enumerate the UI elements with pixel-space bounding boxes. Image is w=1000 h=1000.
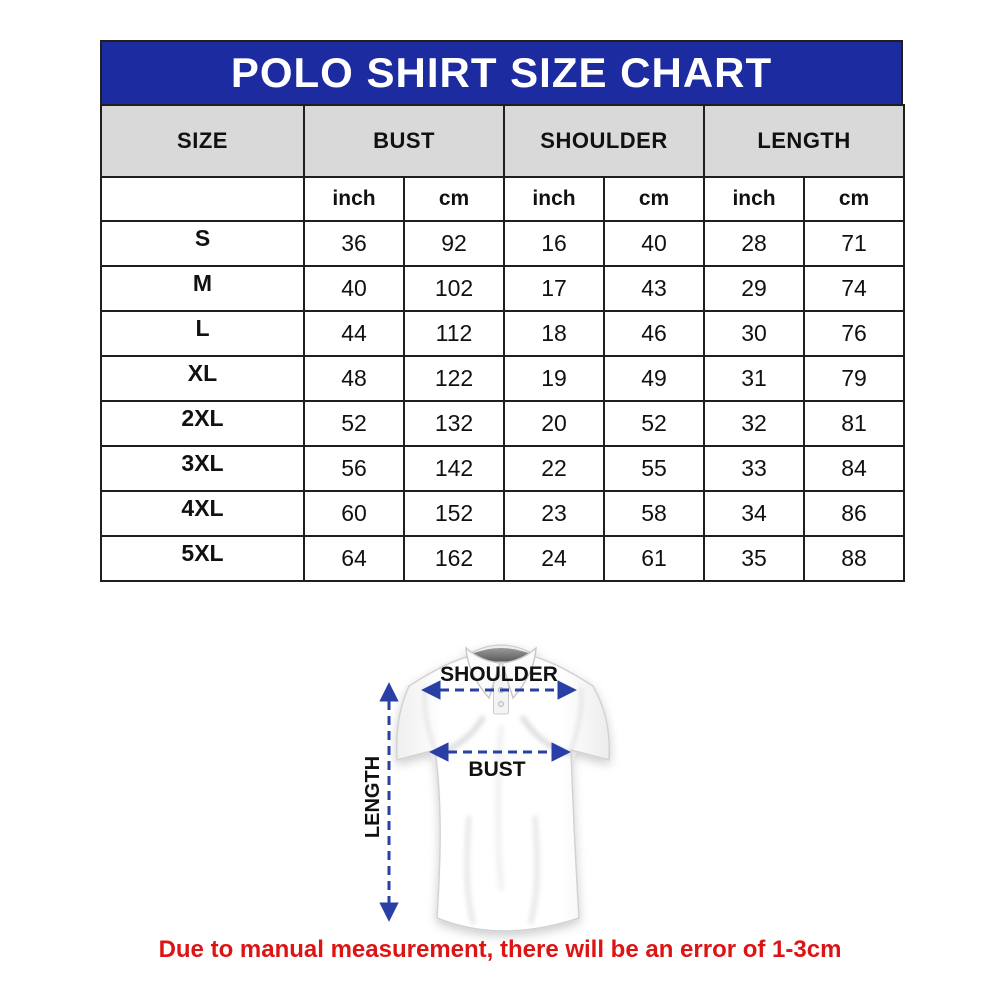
value-cell: 64 xyxy=(303,535,405,582)
button xyxy=(497,701,504,708)
value-cell: 76 xyxy=(803,310,906,357)
value-cell: 88 xyxy=(803,535,906,582)
value-cell: 20 xyxy=(503,400,606,447)
table-unit-header-row: inch cm inch cm inch cm xyxy=(100,176,906,222)
value-cell: 28 xyxy=(703,220,806,267)
value-cell: 152 xyxy=(402,490,506,537)
measurement-labels: SHOULDER BUST LENGTH xyxy=(362,663,558,838)
value-cell: 16 xyxy=(503,220,606,267)
value-cell: 17 xyxy=(503,265,606,312)
value-cell: 43 xyxy=(603,265,706,312)
size-cell: L xyxy=(100,310,305,357)
value-cell: 74 xyxy=(803,265,906,312)
column-header-shoulder: SHOULDER xyxy=(503,104,706,178)
value-cell: 122 xyxy=(402,355,506,402)
size-cell: M xyxy=(100,265,305,312)
unit-cell: cm xyxy=(603,176,706,222)
value-cell: 36 xyxy=(303,220,405,267)
unit-cell: cm xyxy=(402,176,506,222)
polo-shirt-illustration xyxy=(395,644,611,932)
chart-title: POLO SHIRT SIZE CHART xyxy=(100,40,903,104)
value-cell: 58 xyxy=(603,490,706,537)
value-cell: 44 xyxy=(303,310,405,357)
table-row: 4XL 60 152 23 58 34 86 xyxy=(100,490,906,537)
value-cell: 86 xyxy=(803,490,906,537)
value-cell: 24 xyxy=(503,535,606,582)
value-cell: 56 xyxy=(303,445,405,492)
value-cell: 84 xyxy=(803,445,906,492)
size-cell: 3XL xyxy=(100,445,305,492)
size-table: SIZE BUST SHOULDER LENGTH inch cm inch c… xyxy=(100,104,906,582)
value-cell: 81 xyxy=(803,400,906,447)
bust-label: BUST xyxy=(468,758,525,781)
value-cell: 30 xyxy=(703,310,806,357)
column-header-size: SIZE xyxy=(100,104,305,178)
shirt-body xyxy=(395,655,611,932)
value-cell: 60 xyxy=(303,490,405,537)
value-cell: 92 xyxy=(402,220,506,267)
value-cell: 31 xyxy=(703,355,806,402)
value-cell: 33 xyxy=(703,445,806,492)
value-cell: 34 xyxy=(703,490,806,537)
column-header-length: LENGTH xyxy=(703,104,906,178)
value-cell: 79 xyxy=(803,355,906,402)
size-cell: XL xyxy=(100,355,305,402)
value-cell: 40 xyxy=(303,265,405,312)
measurement-error-note: Due to manual measurement, there will be… xyxy=(158,936,842,963)
shoulder-label: SHOULDER xyxy=(440,663,558,686)
value-cell: 102 xyxy=(402,265,506,312)
size-cell: S xyxy=(100,220,305,267)
measurement-diagram: SHOULDER BUST LENGTH xyxy=(362,644,611,932)
value-cell: 112 xyxy=(402,310,506,357)
value-cell: 22 xyxy=(503,445,606,492)
size-cell: 4XL xyxy=(100,490,305,537)
value-cell: 23 xyxy=(503,490,606,537)
value-cell: 55 xyxy=(603,445,706,492)
table-row: 3XL 56 142 22 55 33 84 xyxy=(100,445,906,492)
length-label: LENGTH xyxy=(362,756,384,838)
value-cell: 49 xyxy=(603,355,706,402)
value-cell: 142 xyxy=(402,445,506,492)
table-row: M 40 102 17 43 29 74 xyxy=(100,265,906,312)
value-cell: 71 xyxy=(803,220,906,267)
unit-cell: inch xyxy=(503,176,606,222)
measurement-arrows xyxy=(379,680,577,922)
value-cell: 162 xyxy=(402,535,506,582)
unit-cell-empty xyxy=(100,176,305,222)
value-cell: 18 xyxy=(503,310,606,357)
unit-cell: inch xyxy=(703,176,806,222)
table-row: 5XL 64 162 24 61 35 88 xyxy=(100,535,906,582)
table-group-header-row: SIZE BUST SHOULDER LENGTH xyxy=(100,104,906,178)
value-cell: 32 xyxy=(703,400,806,447)
unit-cell: cm xyxy=(803,176,906,222)
size-cell: 5XL xyxy=(100,535,305,582)
value-cell: 132 xyxy=(402,400,506,447)
table-row: XL 48 122 19 49 31 79 xyxy=(100,355,906,402)
value-cell: 52 xyxy=(303,400,405,447)
value-cell: 48 xyxy=(303,355,405,402)
value-cell: 52 xyxy=(603,400,706,447)
table-row: 2XL 52 132 20 52 32 81 xyxy=(100,400,906,447)
size-chart-panel: POLO SHIRT SIZE CHART SIZE BUST SHOULDER… xyxy=(100,40,906,582)
value-cell: 35 xyxy=(703,535,806,582)
size-cell: 2XL xyxy=(100,400,305,447)
table-row: S 36 92 16 40 28 71 xyxy=(100,220,906,267)
table-row: L 44 112 18 46 30 76 xyxy=(100,310,906,357)
value-cell: 61 xyxy=(603,535,706,582)
column-header-bust: BUST xyxy=(302,104,506,178)
value-cell: 29 xyxy=(703,265,806,312)
value-cell: 19 xyxy=(503,355,606,402)
value-cell: 40 xyxy=(603,220,706,267)
unit-cell: inch xyxy=(303,176,405,222)
value-cell: 46 xyxy=(603,310,706,357)
